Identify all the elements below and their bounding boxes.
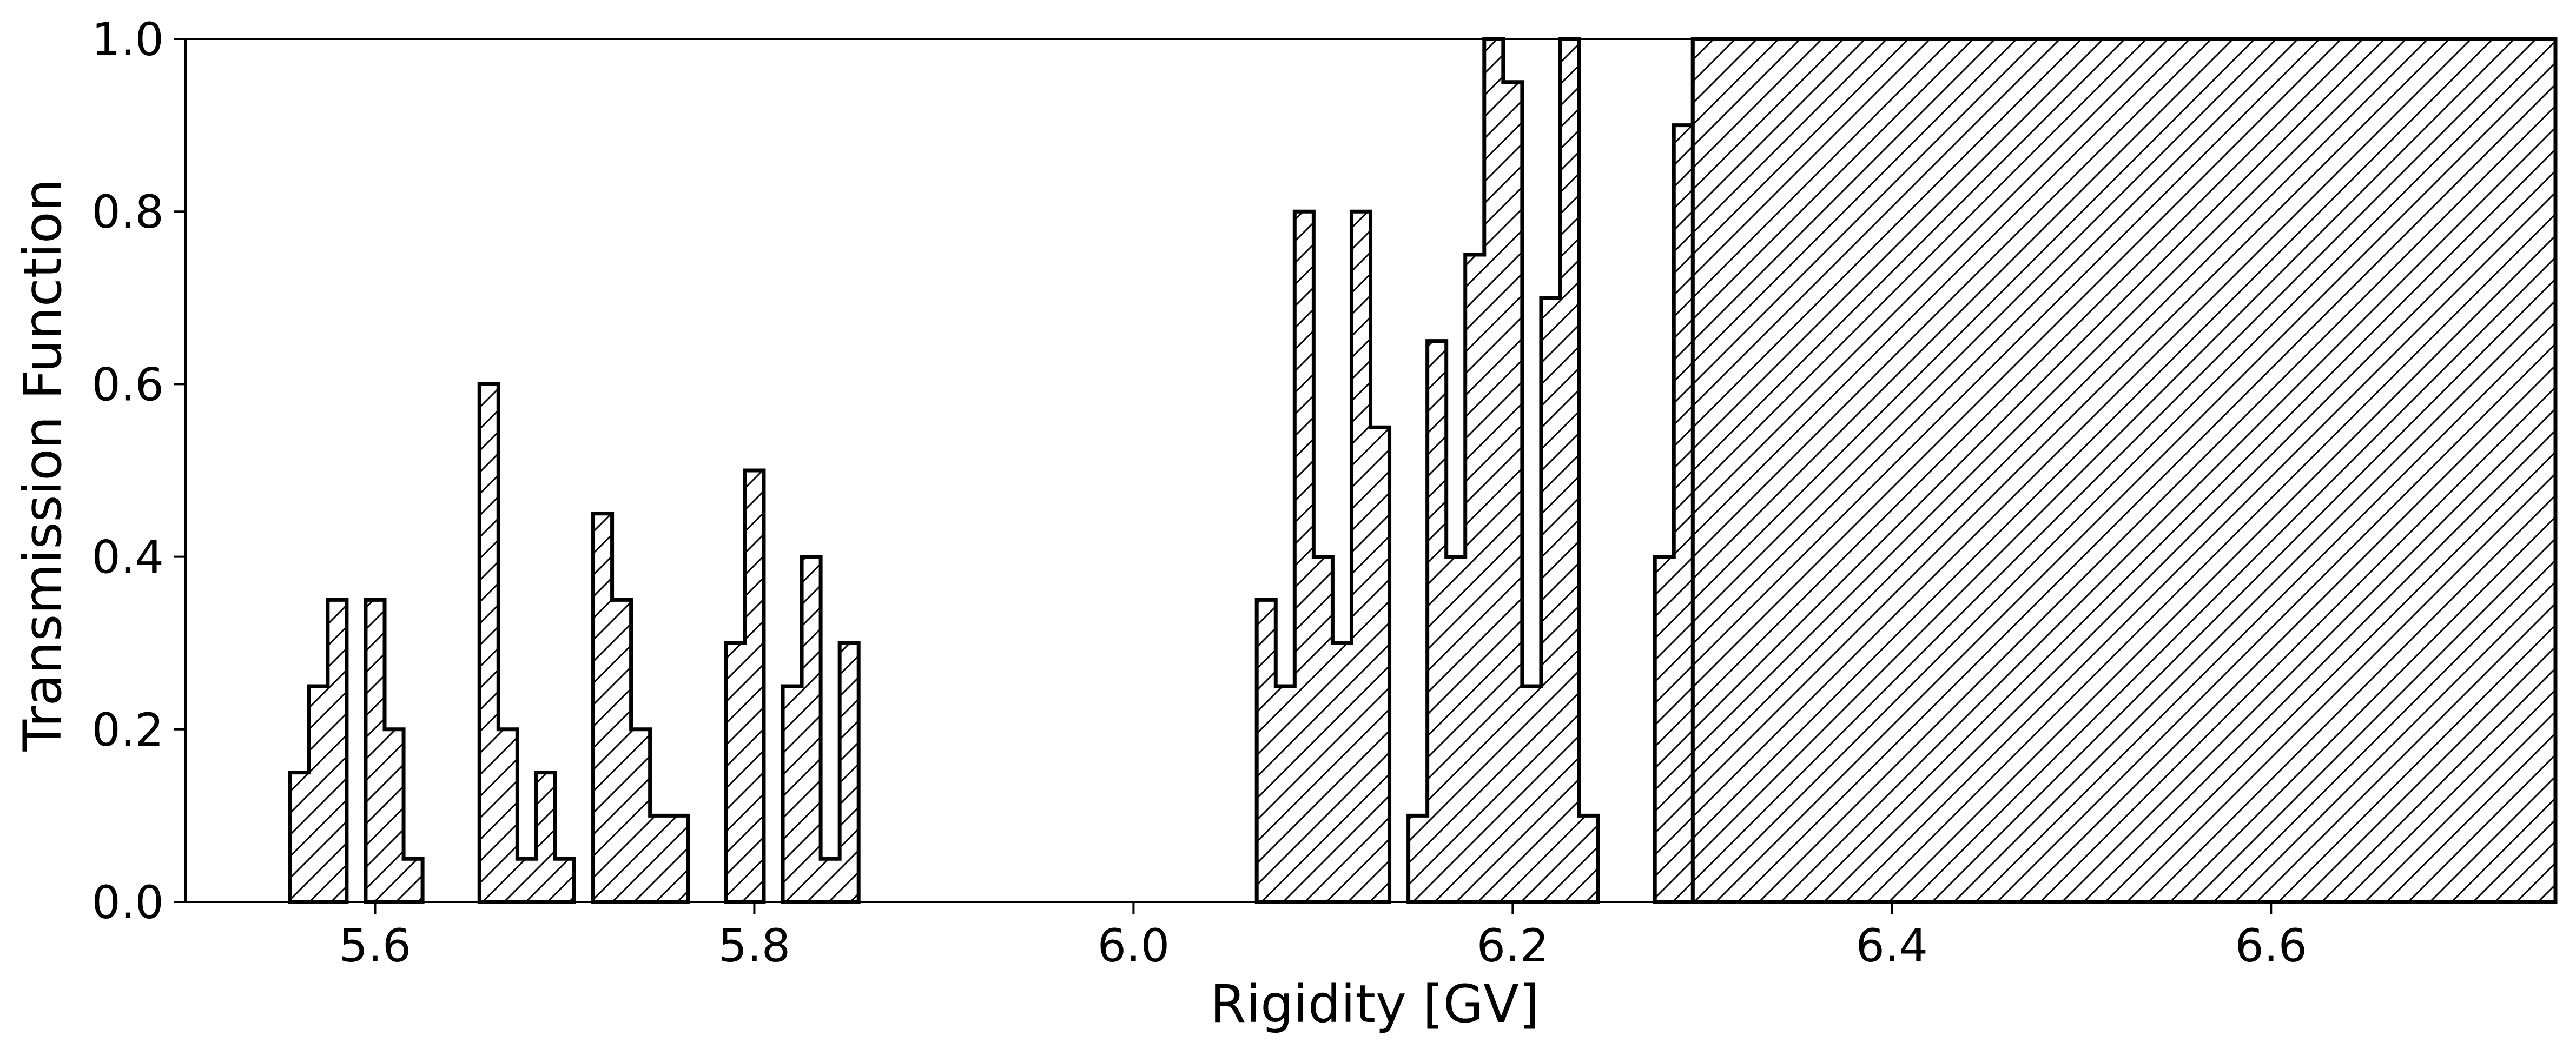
y-axis-label: Transmission Function [12, 179, 73, 752]
axes: 5.6 5.8 6.0 6.2 6.4 6.6 0.0 0.2 0.4 0.6 0.8 1.0 [91, 13, 2557, 972]
histogram-segment [1254, 209, 1392, 904]
histogram-segment [1690, 37, 2558, 904]
plot-frame [184, 38, 2557, 903]
y-tick-label: 0.6 [91, 358, 164, 411]
histogram-segment [288, 598, 349, 904]
x-tick-label: 5.8 [718, 919, 791, 972]
histogram-segment [781, 555, 861, 904]
y-tick-label: 0.8 [91, 185, 164, 238]
x-tick-label: 6.6 [2235, 919, 2307, 972]
histogram-segment [724, 468, 766, 904]
x-axis-label: Rigidity [GV] [1210, 974, 1540, 1034]
y-tick-label: 0.0 [91, 876, 164, 929]
x-tick-label: 5.6 [339, 919, 412, 972]
plot-area [288, 37, 2558, 904]
histogram-segment [591, 512, 690, 904]
y-tick-label: 0.4 [91, 531, 164, 584]
x-tick-label: 6.2 [1477, 919, 1549, 972]
histogram-segment [1406, 37, 1600, 904]
x-tick-label: 6.4 [1856, 919, 1928, 972]
y-tick-label: 0.2 [91, 703, 164, 756]
y-tick-label: 1.0 [91, 13, 164, 66]
histogram-segment [477, 382, 576, 904]
histogram-segment [364, 598, 425, 904]
x-tick-label: 6.0 [1098, 919, 1170, 972]
